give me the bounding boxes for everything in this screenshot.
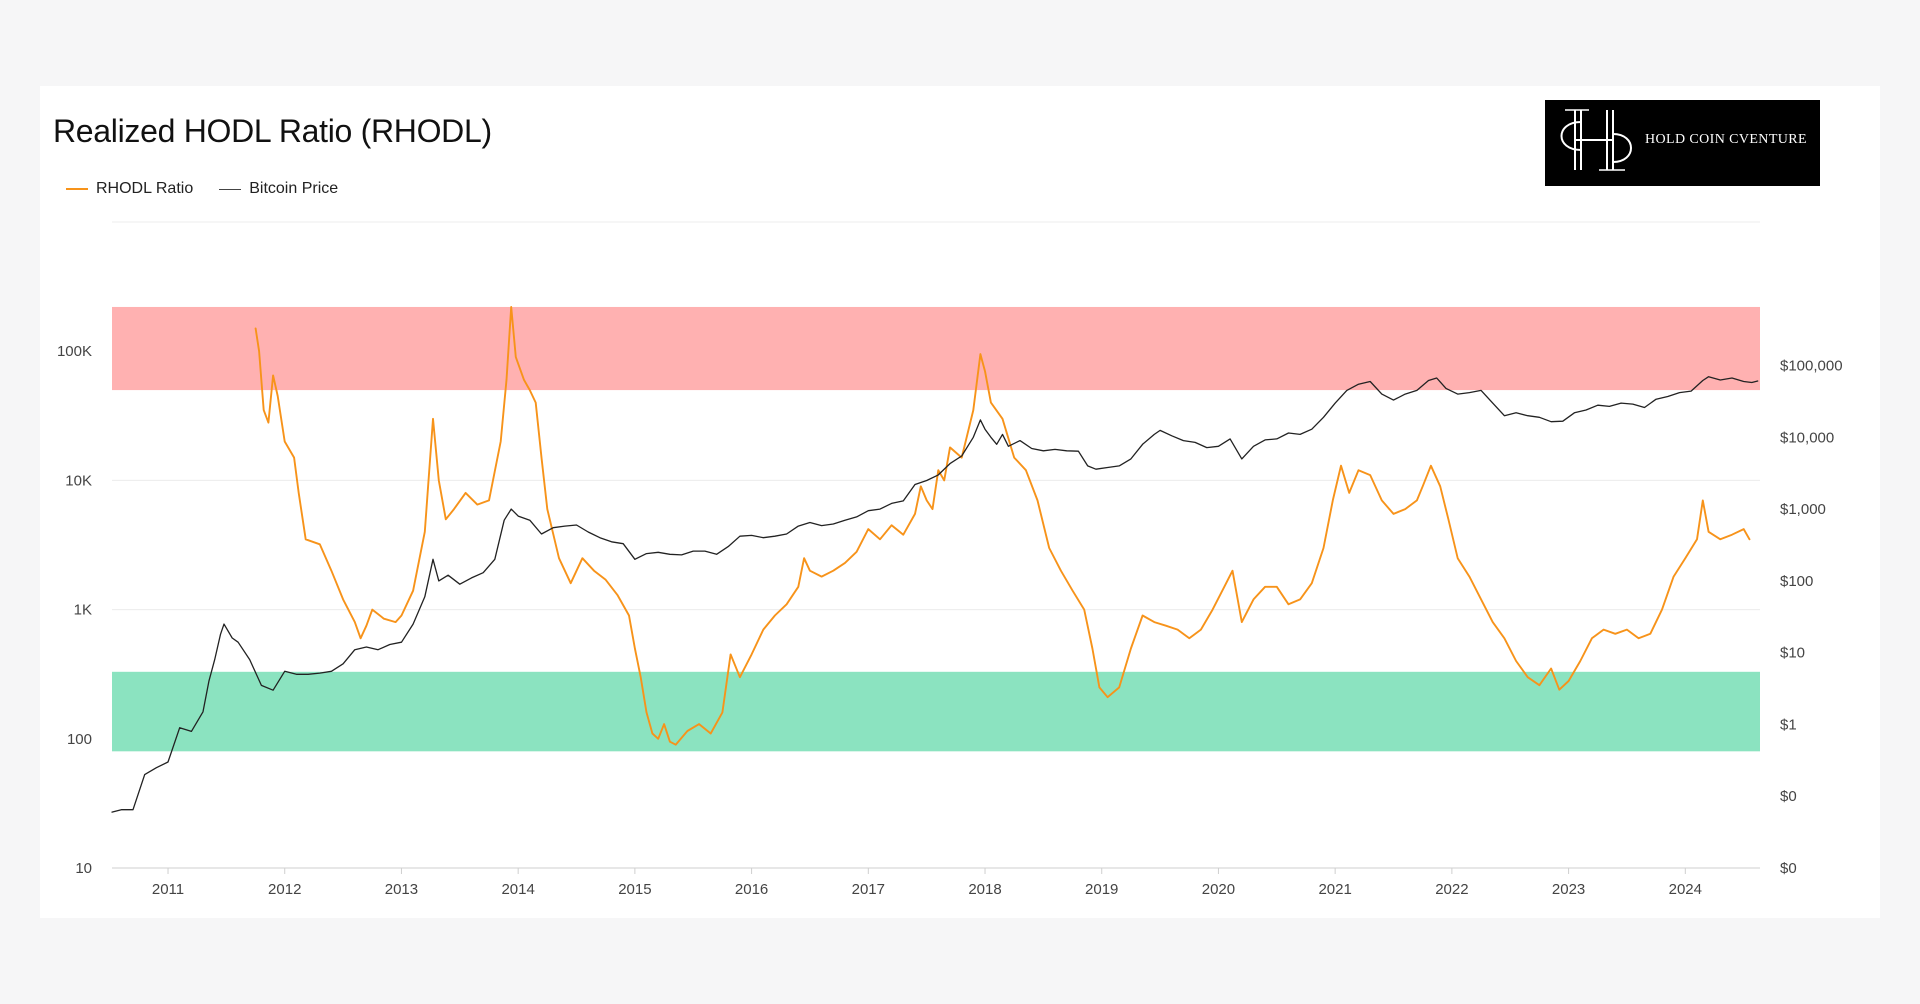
y-right-tick-label: $100,000	[1780, 358, 1843, 375]
legend-label-rhodl: RHODL Ratio	[96, 180, 194, 197]
y-right-tick-label: $1,000	[1780, 501, 1826, 518]
y-right-tick-label: $10,000	[1780, 429, 1834, 446]
logo-text: HOLD COIN CVENTURE	[1645, 132, 1807, 147]
chart-card	[40, 86, 1880, 918]
x-tick-label: 2014	[501, 881, 534, 898]
y-right-tick-label: $100	[1780, 573, 1813, 590]
x-tick-label: 2020	[1202, 881, 1235, 898]
y-right-tick-label: $10	[1780, 645, 1805, 662]
y-left-tick-label: 100	[67, 731, 92, 748]
y-left-tick-label: 100K	[57, 343, 92, 360]
legend-swatch-rhodl	[66, 188, 88, 190]
brand-logo: HOLD COIN CVENTURE	[1545, 100, 1820, 186]
y-right-tick-label: $0	[1780, 860, 1797, 877]
bitcoin-price-line	[111, 376, 1759, 813]
x-tick-label: 2017	[852, 881, 885, 898]
x-tick-label: 2012	[268, 881, 301, 898]
x-tick-label: 2018	[968, 881, 1001, 898]
bottom-zone-band	[112, 671, 1760, 752]
y-left-tick-label: 10	[75, 860, 92, 877]
x-tick-label: 2016	[735, 881, 768, 898]
y-left-tick-label: 10K	[65, 472, 92, 489]
rhodl-ratio-line	[254, 306, 1751, 746]
y-right-tick-label: $1	[1780, 716, 1797, 733]
x-tick-label: 2015	[618, 881, 651, 898]
x-tick-label: 2021	[1318, 881, 1351, 898]
y-right-tick-label: $0	[1780, 788, 1797, 805]
x-tick-label: 2024	[1669, 881, 1702, 898]
x-tick-label: 2011	[152, 881, 184, 898]
chart-legend: RHODL Ratio Bitcoin Price	[66, 178, 338, 200]
legend-swatch-bitcoin-price	[219, 188, 242, 190]
chart-title: Realized HODL Ratio (RHODL)	[53, 113, 492, 149]
legend-item-bitcoin-price[interactable]: Bitcoin Price	[219, 180, 338, 198]
legend-item-rhodl[interactable]: RHODL Ratio	[66, 180, 193, 198]
y-left-tick-label: 1K	[74, 602, 92, 619]
logo-monogram-icon	[1560, 109, 1632, 171]
x-tick-label: 2023	[1552, 881, 1585, 898]
x-tick-label: 2013	[385, 881, 418, 898]
top-zone-band	[112, 306, 1760, 391]
x-tick-label: 2019	[1085, 881, 1118, 898]
legend-label-bitcoin-price: Bitcoin Price	[249, 180, 339, 197]
x-tick-label: 2022	[1435, 881, 1468, 898]
